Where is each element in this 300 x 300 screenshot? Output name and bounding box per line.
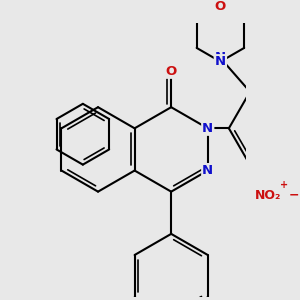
Text: O: O <box>166 65 177 78</box>
Text: −: − <box>289 188 299 201</box>
Text: N: N <box>202 122 213 135</box>
Text: O: O <box>215 0 226 13</box>
Text: +: + <box>280 180 288 190</box>
Text: N: N <box>202 164 213 177</box>
Text: N: N <box>215 52 226 64</box>
Text: NO₂: NO₂ <box>255 190 281 202</box>
Text: N: N <box>215 55 226 68</box>
